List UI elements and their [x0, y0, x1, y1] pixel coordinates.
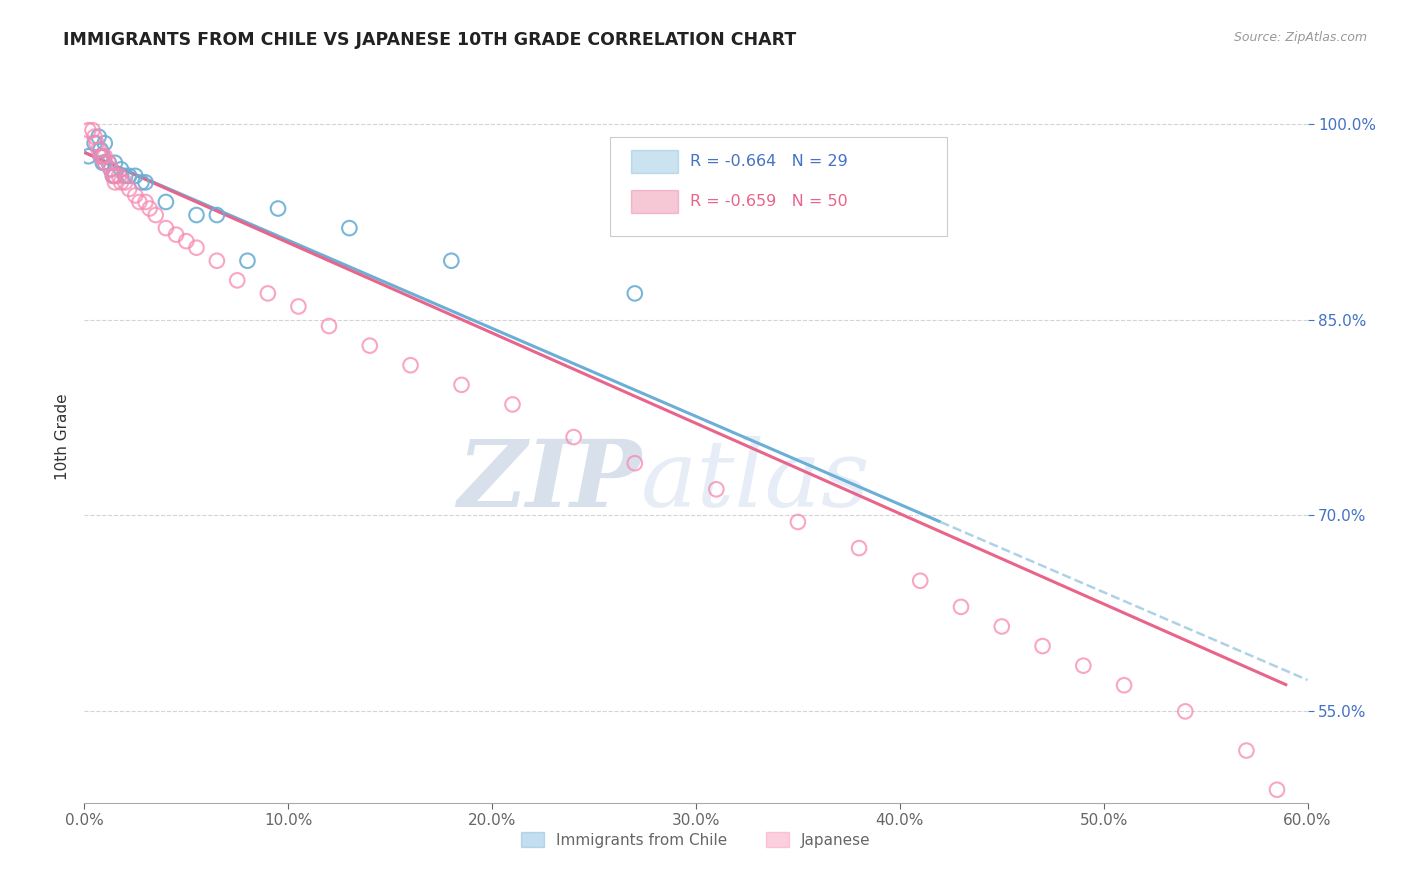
Point: [257, 286, 280, 301]
Point: [1032, 639, 1054, 653]
Point: [91, 149, 114, 163]
Point: [93, 136, 115, 151]
Point: [124, 169, 146, 183]
Point: [93, 156, 115, 170]
Point: [399, 358, 422, 372]
Point: [766, 169, 789, 183]
Point: [101, 169, 124, 183]
Point: [624, 286, 647, 301]
Point: [114, 169, 136, 183]
Point: [104, 175, 127, 189]
Point: [90, 149, 112, 163]
Point: [93, 149, 115, 163]
FancyBboxPatch shape: [610, 137, 946, 235]
Point: [991, 619, 1014, 633]
Point: [104, 169, 127, 183]
Point: [131, 175, 153, 189]
Point: [124, 188, 146, 202]
Point: [1265, 782, 1288, 797]
Point: [1073, 658, 1095, 673]
Point: [848, 541, 870, 555]
Point: [83, 129, 105, 144]
Point: [110, 162, 132, 177]
Point: [950, 599, 973, 614]
Point: [108, 169, 131, 183]
Text: IMMIGRANTS FROM CHILE VS JAPANESE 10TH GRADE CORRELATION CHART: IMMIGRANTS FROM CHILE VS JAPANESE 10TH G…: [63, 31, 797, 49]
Point: [77, 149, 100, 163]
Point: [77, 123, 100, 137]
Point: [1114, 678, 1136, 692]
Legend: Immigrants from Chile, Japanese: Immigrants from Chile, Japanese: [513, 824, 879, 855]
Text: R = -0.664   N = 29: R = -0.664 N = 29: [690, 153, 848, 169]
Point: [339, 221, 361, 235]
Text: Source: ZipAtlas.com: Source: ZipAtlas.com: [1233, 31, 1367, 45]
Point: [114, 175, 136, 189]
Point: [90, 143, 112, 157]
Point: [128, 194, 150, 209]
Point: [155, 194, 177, 209]
Point: [110, 175, 132, 189]
Point: [706, 483, 728, 497]
Point: [101, 169, 124, 183]
Point: [145, 208, 167, 222]
Point: [82, 123, 104, 137]
Point: [186, 241, 208, 255]
Text: atlas: atlas: [641, 436, 870, 526]
Point: [100, 162, 122, 177]
Point: [910, 574, 932, 588]
Point: [359, 339, 381, 353]
Point: [502, 397, 524, 411]
Point: [267, 202, 290, 216]
Point: [562, 430, 585, 444]
Point: [100, 162, 122, 177]
Point: [104, 156, 127, 170]
Point: [440, 253, 463, 268]
Point: [104, 169, 127, 183]
Point: [236, 253, 259, 268]
Point: [97, 156, 120, 170]
Point: [138, 202, 160, 216]
Point: [624, 456, 647, 470]
Point: [287, 300, 309, 314]
Bar: [631, 150, 678, 173]
Point: [155, 221, 177, 235]
Point: [787, 515, 810, 529]
Point: [93, 156, 115, 170]
Point: [1174, 705, 1197, 719]
Point: [174, 234, 197, 248]
Point: [226, 273, 249, 287]
Bar: [631, 190, 678, 213]
Y-axis label: 10th Grade: 10th Grade: [55, 393, 70, 481]
Point: [90, 149, 112, 163]
Text: R = -0.659   N = 50: R = -0.659 N = 50: [690, 194, 848, 209]
Point: [318, 319, 340, 334]
Point: [135, 175, 157, 189]
Point: [1236, 743, 1258, 757]
Point: [91, 156, 114, 170]
Point: [186, 208, 208, 222]
Point: [87, 143, 110, 157]
Point: [97, 156, 120, 170]
Point: [135, 194, 157, 209]
Point: [91, 149, 114, 163]
Point: [83, 136, 105, 151]
Point: [86, 136, 108, 151]
Point: [205, 253, 228, 268]
Point: [87, 129, 110, 144]
Point: [118, 169, 141, 183]
Point: [118, 182, 141, 196]
Point: [165, 227, 187, 242]
Point: [450, 377, 472, 392]
Point: [205, 208, 228, 222]
Text: ZIP: ZIP: [457, 436, 641, 526]
